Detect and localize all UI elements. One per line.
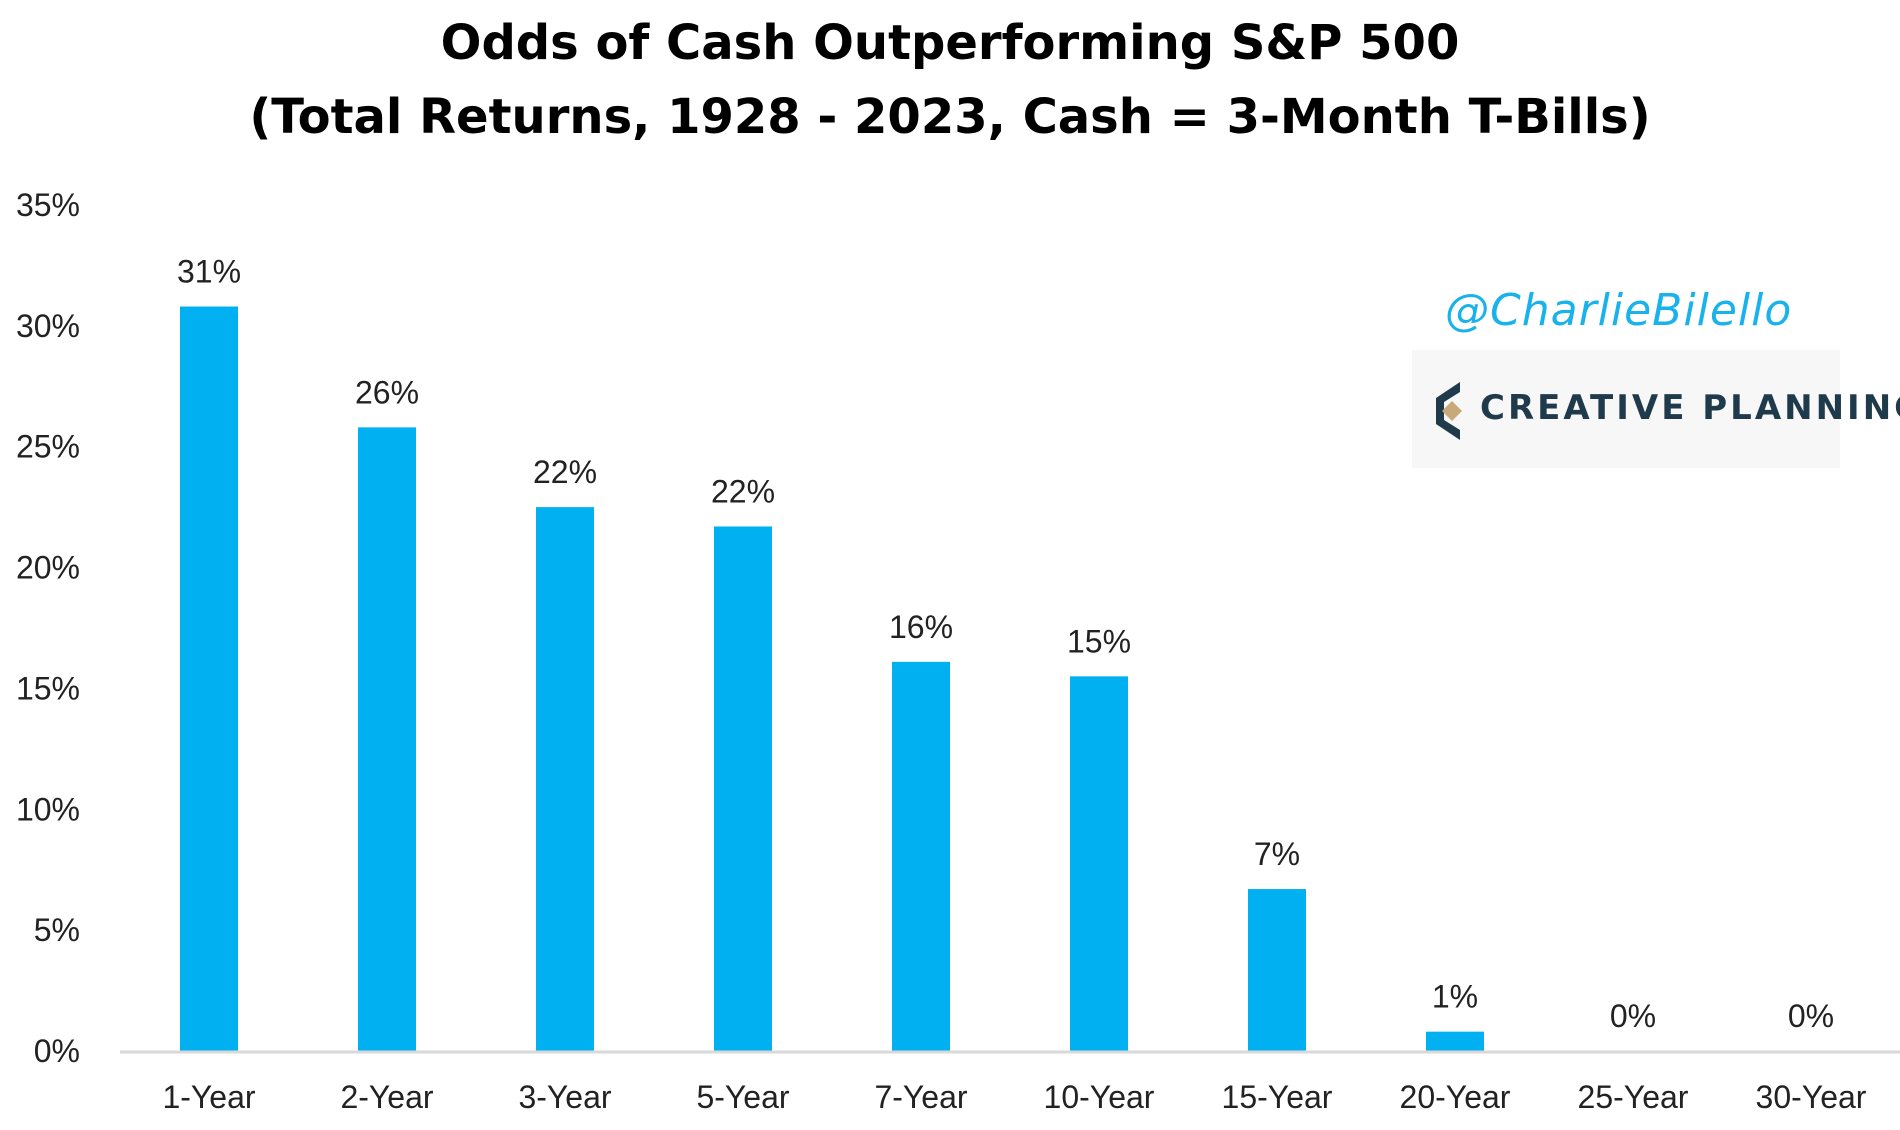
x-axis-tick-labels: 1-Year 2-Year 3-Year 5-Year 7-Year 10-Year 15-… xyxy=(162,1079,1866,1115)
chart-title: Odds of Cash Outperforming S&P 500 xyxy=(440,15,1460,71)
bar-2-year xyxy=(358,427,416,1051)
data-label-20-year: 1% xyxy=(1432,979,1478,1015)
logo-text: CREATIVE PLANNING xyxy=(1480,388,1900,428)
bar-5-year xyxy=(714,526,772,1051)
y-tick-label: 25% xyxy=(16,429,80,465)
data-label-7-year: 16% xyxy=(889,609,953,645)
y-tick-label: 20% xyxy=(16,550,80,586)
x-tick-label-10-year: 10-Year xyxy=(1044,1079,1155,1115)
y-axis-tick-labels: 0% 5% 10% 15% 20% 25% 30% 35% xyxy=(16,187,80,1069)
x-tick-label-7-year: 7-Year xyxy=(874,1079,967,1115)
x-tick-label-15-year: 15-Year xyxy=(1222,1079,1333,1115)
x-tick-label-20-year: 20-Year xyxy=(1400,1079,1511,1115)
x-tick-label-5-year: 5-Year xyxy=(696,1079,789,1115)
x-tick-label-30-year: 30-Year xyxy=(1756,1079,1867,1115)
data-label-15-year: 7% xyxy=(1254,836,1300,872)
creative-planning-logo: CREATIVE PLANNING xyxy=(1412,350,1900,468)
data-label-2-year: 26% xyxy=(355,374,419,410)
data-label-3-year: 22% xyxy=(533,454,597,490)
data-label-1-year: 31% xyxy=(177,254,241,290)
author-handle: @CharlieBilello xyxy=(1445,285,1793,336)
data-label-30-year: 0% xyxy=(1788,998,1834,1034)
x-tick-label-2-year: 2-Year xyxy=(340,1079,433,1115)
bar-15-year xyxy=(1248,889,1306,1051)
chart-subtitle: (Total Returns, 1928 - 2023, Cash = 3-Mo… xyxy=(249,89,1651,145)
bar-10-year xyxy=(1070,676,1128,1051)
y-tick-label: 15% xyxy=(16,670,80,706)
y-tick-label: 35% xyxy=(16,187,80,223)
data-label-5-year: 22% xyxy=(711,473,775,509)
data-label-25-year: 0% xyxy=(1610,998,1656,1034)
data-labels: 31% 26% 22% 22% 16% 15% 7% 1% 0% 0% xyxy=(177,254,1834,1034)
bar-series xyxy=(180,306,1484,1052)
y-tick-label: 30% xyxy=(16,308,80,344)
logo-mark-icon xyxy=(1436,382,1462,440)
x-tick-label-3-year: 3-Year xyxy=(518,1079,611,1115)
y-tick-label: 0% xyxy=(34,1033,80,1069)
y-tick-label: 5% xyxy=(34,912,80,948)
bar-1-year xyxy=(180,306,238,1051)
y-tick-label: 10% xyxy=(16,791,80,827)
x-tick-label-25-year: 25-Year xyxy=(1578,1079,1689,1115)
x-tick-label-1-year: 1-Year xyxy=(162,1079,255,1115)
bar-20-year xyxy=(1426,1031,1484,1051)
data-label-10-year: 15% xyxy=(1067,623,1131,659)
bar-7-year xyxy=(892,661,950,1051)
bar-3-year xyxy=(536,507,594,1052)
